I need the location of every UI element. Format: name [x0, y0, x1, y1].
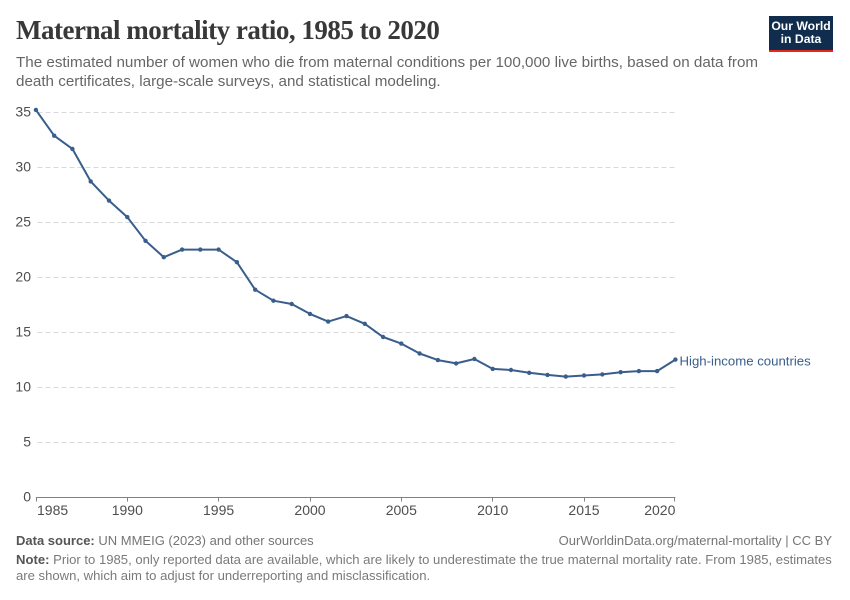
svg-text:1995: 1995 — [203, 502, 234, 518]
svg-text:30: 30 — [15, 159, 31, 175]
svg-text:High-income countries: High-income countries — [680, 354, 812, 369]
svg-text:2020: 2020 — [644, 502, 675, 518]
svg-text:15: 15 — [15, 324, 31, 340]
svg-text:2015: 2015 — [568, 502, 599, 518]
svg-text:1985: 1985 — [37, 502, 68, 518]
svg-text:2000: 2000 — [294, 502, 325, 518]
svg-text:35: 35 — [15, 104, 31, 120]
svg-text:1990: 1990 — [112, 502, 143, 518]
svg-text:10: 10 — [15, 379, 31, 395]
svg-text:2010: 2010 — [477, 502, 508, 518]
svg-text:2005: 2005 — [386, 502, 417, 518]
svg-text:5: 5 — [23, 434, 31, 450]
svg-text:0: 0 — [23, 489, 31, 505]
svg-text:20: 20 — [15, 269, 31, 285]
svg-text:25: 25 — [15, 214, 31, 230]
